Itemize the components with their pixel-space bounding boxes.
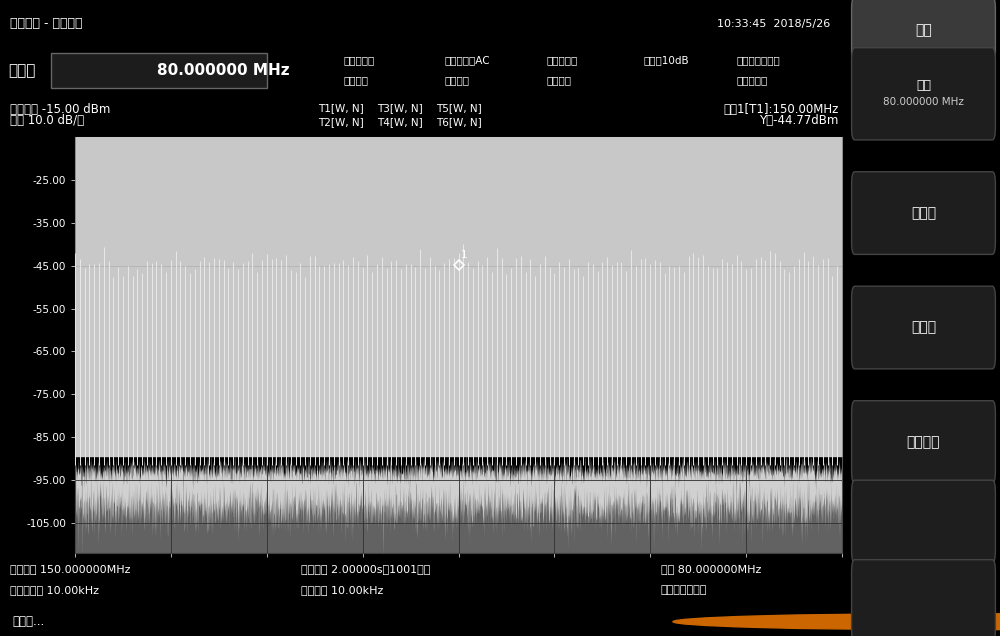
Text: 连续扫描: 连续扫描 bbox=[445, 76, 470, 86]
Text: 参考电平 -15.00 dBm: 参考电平 -15.00 dBm bbox=[10, 103, 111, 116]
Text: T6[W, N]: T6[W, N] bbox=[436, 117, 482, 127]
Text: 输入：射频: 输入：射频 bbox=[546, 55, 578, 66]
FancyBboxPatch shape bbox=[852, 401, 995, 483]
Text: 输入耦合：AC: 输入耦合：AC bbox=[445, 55, 490, 66]
Text: 前次频宽: 前次频宽 bbox=[907, 435, 940, 449]
Text: 频谱分析 - 扫频分析: 频谱分析 - 扫频分析 bbox=[10, 17, 83, 31]
Text: 频宽：: 频宽： bbox=[8, 63, 36, 78]
Text: T5[W, N]: T5[W, N] bbox=[436, 103, 482, 113]
Bar bbox=[51, 53, 267, 88]
Text: 零频宽: 零频宽 bbox=[911, 321, 936, 335]
Text: 中心频率 150.000000MHz: 中心频率 150.000000MHz bbox=[10, 564, 131, 574]
Text: 视频带宽 10.00kHz: 视频带宽 10.00kHz bbox=[301, 586, 383, 595]
Text: 频宽: 频宽 bbox=[916, 79, 931, 92]
Text: Y：-44.77dBm: Y：-44.77dBm bbox=[759, 114, 839, 127]
Text: 标记1[T1]:150.00MHz: 标记1[T1]:150.00MHz bbox=[723, 103, 839, 116]
Text: 频宽: 频宽 bbox=[915, 23, 932, 38]
Text: T3[W, N]: T3[W, N] bbox=[377, 103, 423, 113]
Text: 分辨率带宽 10.00kHz: 分辨率带宽 10.00kHz bbox=[10, 586, 99, 595]
Text: 扫描时间 2.00000s（1001点）: 扫描时间 2.00000s（1001点） bbox=[301, 564, 430, 574]
FancyBboxPatch shape bbox=[852, 560, 995, 636]
Text: T2[W, N]: T2[W, N] bbox=[318, 117, 363, 127]
FancyBboxPatch shape bbox=[852, 480, 995, 563]
Text: T1[W, N]: T1[W, N] bbox=[318, 103, 363, 113]
Text: 80.000000 MHz: 80.000000 MHz bbox=[883, 97, 964, 107]
Text: 衰减：10dB: 衰减：10dB bbox=[644, 55, 689, 66]
Text: 1: 1 bbox=[460, 250, 467, 260]
Text: 全频宽: 全频宽 bbox=[911, 206, 936, 220]
Text: T4[W, N]: T4[W, N] bbox=[377, 117, 423, 127]
Text: 时间门：关: 时间门：关 bbox=[737, 76, 768, 86]
FancyBboxPatch shape bbox=[852, 286, 995, 369]
Text: i: i bbox=[951, 617, 955, 626]
Circle shape bbox=[673, 614, 1000, 630]
Text: 10:33:45  2018/5/26: 10:33:45 2018/5/26 bbox=[717, 19, 830, 29]
Text: 前置放大器：关: 前置放大器：关 bbox=[737, 55, 781, 66]
FancyBboxPatch shape bbox=[852, 0, 995, 64]
Text: 扫描类型：扫频: 扫描类型：扫频 bbox=[661, 586, 707, 595]
FancyBboxPatch shape bbox=[852, 48, 995, 140]
Text: 对数 10.0 dB/格: 对数 10.0 dB/格 bbox=[10, 114, 84, 127]
Text: 参考：内部: 参考：内部 bbox=[343, 55, 374, 66]
Text: 80.000000 MHz: 80.000000 MHz bbox=[157, 63, 289, 78]
Text: 扫描中...: 扫描中... bbox=[12, 615, 44, 628]
Text: 频宽 80.000000MHz: 频宽 80.000000MHz bbox=[661, 564, 761, 574]
Text: 平均：关: 平均：关 bbox=[546, 76, 571, 86]
Text: 自由触发: 自由触发 bbox=[343, 76, 368, 86]
FancyBboxPatch shape bbox=[852, 172, 995, 254]
Text: Err:371  500MAMPL: Err:371 500MAMPL bbox=[965, 617, 1000, 626]
